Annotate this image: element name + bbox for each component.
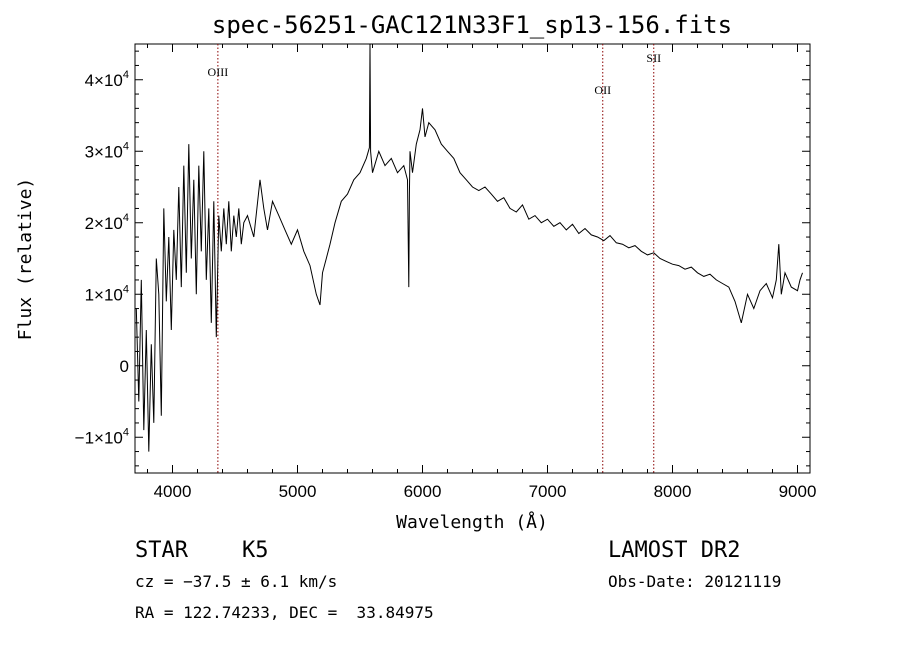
y-tick-label-5: 4×104 bbox=[85, 69, 129, 90]
object-class: STAR bbox=[135, 538, 188, 563]
reference-line-label-2: SII bbox=[646, 51, 661, 65]
x-tick-label-3: 7000 bbox=[529, 482, 567, 501]
observation-date: Obs-Date: 20121119 bbox=[608, 572, 782, 591]
y-tick-label-2: 1×104 bbox=[85, 283, 129, 304]
x-tick-label-5: 9000 bbox=[779, 482, 817, 501]
x-axis-label: Wavelength (Å) bbox=[396, 511, 548, 533]
chart-title: spec-56251-GAC121N33F1_sp13-156.fits bbox=[212, 11, 732, 39]
coordinates: RA = 122.74233, DEC = 33.84975 bbox=[135, 603, 434, 622]
y-axis-ticks: −1×104 0 1×104 2×104 3×104 4×104 bbox=[75, 50, 810, 467]
y-axis-label: Flux (relative) bbox=[15, 178, 36, 341]
redshift-velocity: cz = −37.5 ± 6.1 km/s bbox=[135, 572, 338, 591]
x-tick-label-2: 6000 bbox=[404, 482, 442, 501]
reference-line-label-0: OIII bbox=[208, 65, 229, 79]
y-tick-label-0: −1×104 bbox=[75, 426, 129, 447]
plot-frame bbox=[134, 43, 811, 474]
x-tick-label-1: 5000 bbox=[279, 482, 317, 501]
y-tick-label-4: 3×104 bbox=[85, 140, 129, 161]
object-subclass: K5 bbox=[242, 538, 269, 563]
y-tick-label-3: 2×104 bbox=[85, 212, 129, 233]
x-tick-label-4: 8000 bbox=[654, 482, 692, 501]
x-axis-ticks: 4000 5000 6000 7000 8000 9000 bbox=[147, 44, 817, 501]
survey-name: LAMOST DR2 bbox=[608, 538, 741, 563]
reference-line-label-1: OII bbox=[594, 83, 611, 97]
y-tick-label-1: 0 bbox=[120, 357, 129, 376]
x-tick-label-0: 4000 bbox=[154, 482, 192, 501]
spectrum-line bbox=[135, 43, 803, 452]
reference-lines: OIII OII SII bbox=[208, 44, 661, 473]
